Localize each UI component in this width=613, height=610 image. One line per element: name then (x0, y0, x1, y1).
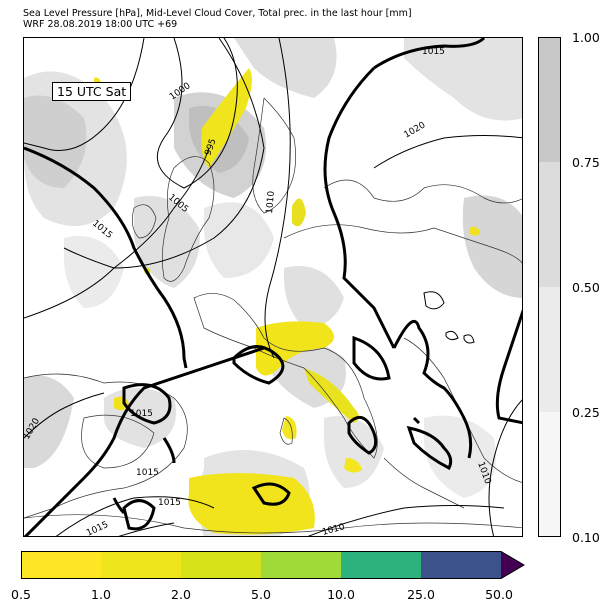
isobar-label: 1015 (90, 219, 114, 241)
precip-colorbar-tick: 0.5 (11, 587, 31, 602)
isobar-label: 1010 (265, 190, 277, 214)
isobars-thin (24, 38, 522, 536)
precip-colorbar-tick: 2.0 (171, 587, 191, 602)
precip-colorbar-extend-arrow (501, 551, 524, 579)
map-canvas: 1015 1000 995 1020 1005 1010 1015 1020 1… (24, 38, 522, 537)
precip-colorbar-segment (261, 551, 341, 579)
cloud-colorbar-segment (538, 37, 561, 162)
isobar-label: 1010 (321, 522, 346, 537)
precip-colorbar-tick: 10.0 (327, 587, 355, 602)
cloud-colorbar-segment (538, 412, 561, 537)
precip-colorbar-tick: 50.0 (485, 587, 513, 602)
precip-colorbar-segment (101, 551, 181, 579)
precip-colorbar-segment (181, 551, 261, 579)
isobar-label: 1015 (130, 409, 153, 419)
cloud-colorbar-tick: 0.75 (572, 155, 600, 170)
precip-colorbar-tick: 5.0 (251, 587, 271, 602)
chart-subtitle: WRF 28.08.2019 18:00 UTC +69 (23, 19, 178, 30)
cloud-colorbar-tick: 0.50 (572, 280, 600, 295)
cloud-colorbar-tick: 0.25 (572, 405, 600, 420)
chart-title: Sea Level Pressure [hPa], Mid-Level Clou… (23, 8, 412, 19)
cloud-colorbar-tick: 0.10 (572, 530, 600, 545)
coastlines (24, 97, 522, 534)
precip-colorbar-segment (341, 551, 421, 579)
cloud-cover-colorbar (538, 37, 561, 537)
cloud-colorbar-segment (538, 162, 561, 287)
isobars-1015-thick (24, 38, 522, 536)
precip-colorbar-tick: 1.0 (91, 587, 111, 602)
isobar-label: 1015 (422, 47, 445, 57)
isobar-label: 1015 (85, 520, 110, 537)
time-label: 15 UTC Sat (52, 82, 132, 101)
precip-colorbar-segment (21, 551, 101, 579)
isobar-label: 1020 (403, 120, 428, 140)
isobar-label: 1015 (158, 498, 181, 508)
precip-colorbar-tick: 25.0 (407, 587, 435, 602)
precipitation-colorbar (21, 551, 525, 579)
cloud-colorbar-segment (538, 287, 561, 412)
precip-colorbar-segment (421, 551, 501, 579)
precipitation-areas (94, 68, 480, 535)
isobar-label: 1015 (136, 468, 159, 478)
cloud-colorbar-tick: 1.00 (572, 30, 600, 45)
isobars-small-cells (423, 291, 475, 344)
weather-map: 1015 1000 995 1020 1005 1010 1015 1020 1… (23, 37, 523, 537)
